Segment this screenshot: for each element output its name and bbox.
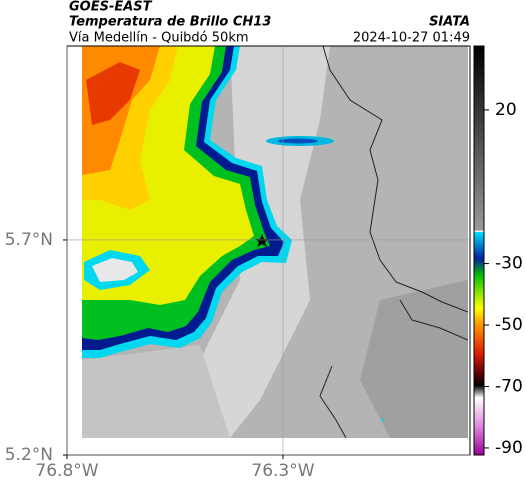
colorbar-tick-label: -50 [495, 315, 523, 335]
axes: 5.2°N 5.7°N 76.8°W 76.3°W 20 -30 -50 -70 -90 [5, 46, 523, 481]
timestamp: 2024-10-27 01:49 [353, 31, 470, 46]
product: Temperatura de Brillo CH13 [69, 15, 271, 30]
colorbar-tick-label: -70 [495, 376, 523, 396]
region: Vía Medellín - Quibdó 50km [69, 31, 249, 46]
lat-tick-label: 5.2°N [5, 445, 53, 465]
satellite: GOES-EAST [69, 0, 153, 15]
source: SIATA [429, 15, 470, 30]
colorbar-tick-label: 20 [495, 100, 517, 120]
lon-tick-label: 76.3°W [251, 461, 314, 481]
colorbar-tick-label: -90 [495, 438, 523, 458]
colorbar-tick-label: -30 [495, 254, 523, 274]
satellite-image [82, 46, 468, 438]
colorbar [473, 45, 485, 456]
lon-tick-label: 76.8°W [35, 461, 98, 481]
lat-tick-label: 5.7°N [5, 230, 53, 250]
